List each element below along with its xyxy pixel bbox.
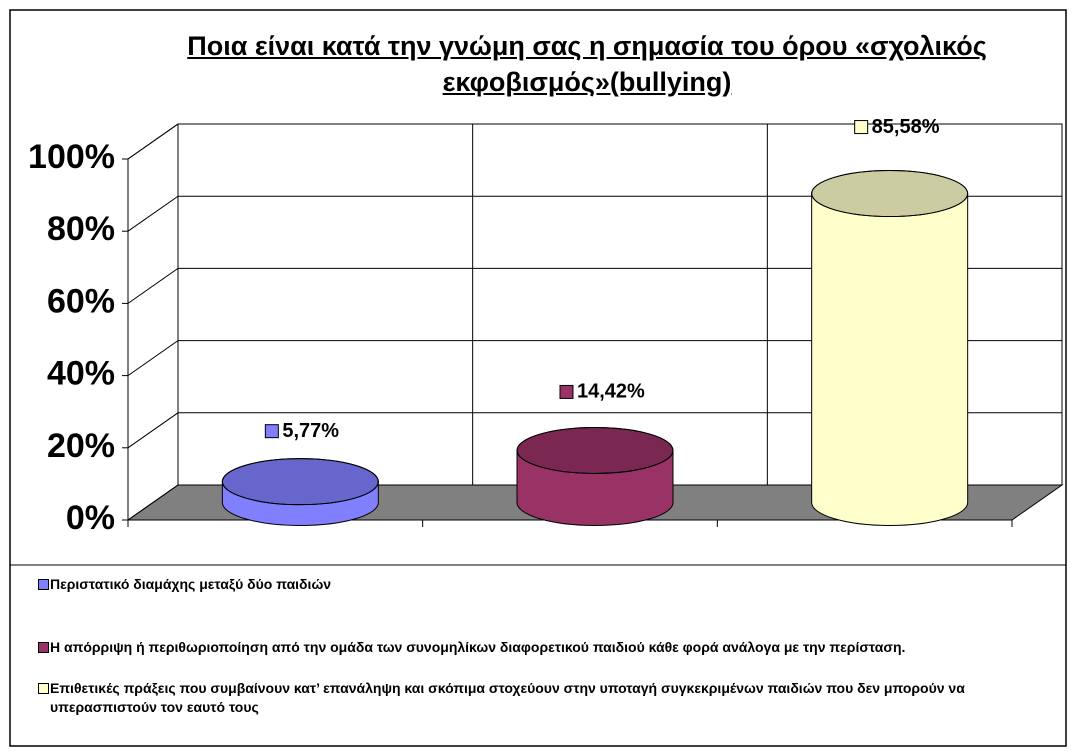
legend-swatch bbox=[38, 642, 49, 653]
grid-line bbox=[127, 340, 1062, 377]
y-tick-label: 100% bbox=[28, 138, 115, 176]
grid-line bbox=[127, 123, 1062, 160]
legend-label: Η απόρριψη ή περιθωριοποίηση από την ομά… bbox=[50, 639, 906, 655]
legend-item: Η απόρριψη ή περιθωριοποίηση από την ομά… bbox=[38, 638, 1058, 657]
y-tick-label: 20% bbox=[47, 427, 115, 465]
cylinder bbox=[811, 193, 969, 526]
grid-line bbox=[127, 195, 1062, 232]
y-tick-label: 0% bbox=[66, 499, 115, 537]
data-label: 14,42% bbox=[577, 381, 645, 403]
legend-swatch bbox=[38, 683, 49, 694]
chart-border bbox=[9, 9, 1067, 747]
label-marker bbox=[854, 120, 869, 135]
legend-item: Περιστατικό διαμάχης μεταξύ δύο παιδιών bbox=[38, 575, 1058, 594]
grid-line bbox=[127, 484, 1062, 521]
legend-swatch bbox=[38, 579, 49, 590]
legend-label: Περιστατικό διαμάχης μεταξύ δύο παιδιών bbox=[50, 576, 332, 592]
legend-item: Επιθετικές πράξεις που συμβαίνουν κατ’ ε… bbox=[38, 679, 1058, 717]
data-label: 85,58% bbox=[872, 116, 940, 138]
legend-label: Επιθετικές πράξεις που συμβαίνουν κατ’ ε… bbox=[50, 680, 965, 715]
grid-line bbox=[127, 412, 1062, 449]
label-marker bbox=[559, 384, 574, 399]
cylinder-top-shade bbox=[221, 458, 379, 506]
label-marker bbox=[264, 424, 279, 439]
y-tick-label: 40% bbox=[47, 355, 115, 393]
y-tick-label: 60% bbox=[47, 282, 115, 320]
chart-title: Ποια είναι κατά την γνώμη σας η σημασία … bbox=[187, 31, 987, 97]
legend: Περιστατικό διαμάχης μεταξύ δύο παιδιών Η… bbox=[38, 575, 1058, 717]
cylinder-top-shade bbox=[811, 170, 969, 218]
cylinder-top-shade bbox=[516, 426, 674, 474]
data-label: 5,77% bbox=[282, 420, 339, 442]
y-tick-label: 80% bbox=[47, 210, 115, 248]
grid-line bbox=[127, 267, 1062, 304]
